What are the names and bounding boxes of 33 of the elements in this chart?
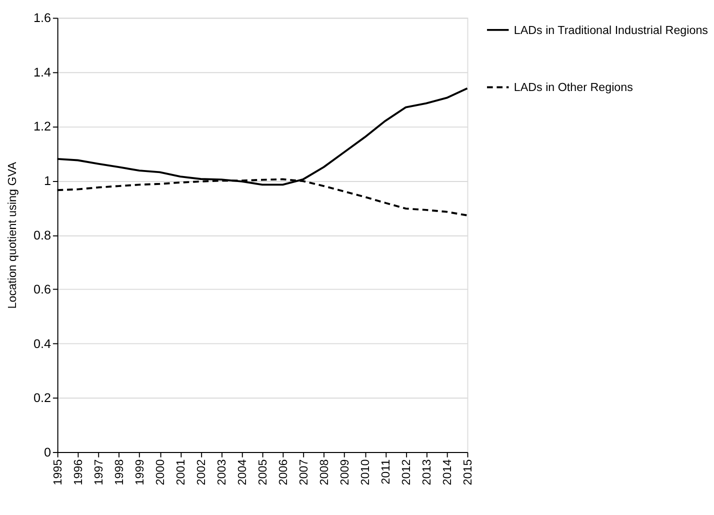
x-tick-label: 2011 bbox=[380, 459, 393, 484]
x-tick-label: 2015 bbox=[462, 459, 475, 486]
legend-label: LADs in Traditional Industrial Regions bbox=[514, 24, 708, 37]
x-tick-label: 2003 bbox=[216, 459, 229, 486]
x-tick-label: 2009 bbox=[338, 459, 352, 486]
x-tick-label: 2010 bbox=[359, 458, 372, 486]
y-tick-label: 0 bbox=[44, 445, 51, 460]
y-tick-label: 0.4 bbox=[33, 336, 51, 351]
x-tick-label: 2004 bbox=[236, 458, 250, 486]
y-tick-label: 0.2 bbox=[33, 391, 51, 406]
legend-label: LADs in Other Regions bbox=[514, 81, 634, 94]
x-tick-label: 2006 bbox=[277, 459, 290, 486]
x-tick-label: 2000 bbox=[154, 458, 168, 486]
y-axis-title: Location quotient using GVA bbox=[6, 162, 19, 309]
x-tick-label: 1999 bbox=[134, 459, 147, 486]
x-tick-label: 2012 bbox=[400, 459, 414, 486]
y-tick-label: 0.6 bbox=[33, 282, 51, 297]
x-tick-label: 2002 bbox=[195, 459, 208, 486]
y-tick-label: 1.6 bbox=[33, 11, 51, 26]
x-tick-label: 1998 bbox=[113, 459, 126, 486]
y-tick-label: 1.2 bbox=[33, 120, 51, 134]
x-tick-label: 1997 bbox=[92, 459, 106, 486]
y-tick-label: 0.8 bbox=[33, 228, 51, 242]
x-tick-label: 1996 bbox=[72, 459, 86, 486]
x-tick-label: 2013 bbox=[420, 459, 434, 486]
x-tick-label: 2007 bbox=[298, 459, 311, 486]
x-tick-label: 2001 bbox=[174, 459, 188, 486]
x-tick-label: 2005 bbox=[256, 459, 270, 486]
y-tick-label: 1 bbox=[44, 174, 51, 188]
x-tick-label: 1995 bbox=[52, 459, 65, 486]
x-tick-label: 2014 bbox=[441, 458, 454, 486]
x-tick-label: 2008 bbox=[318, 459, 332, 486]
y-tick-label: 1.4 bbox=[33, 65, 51, 80]
